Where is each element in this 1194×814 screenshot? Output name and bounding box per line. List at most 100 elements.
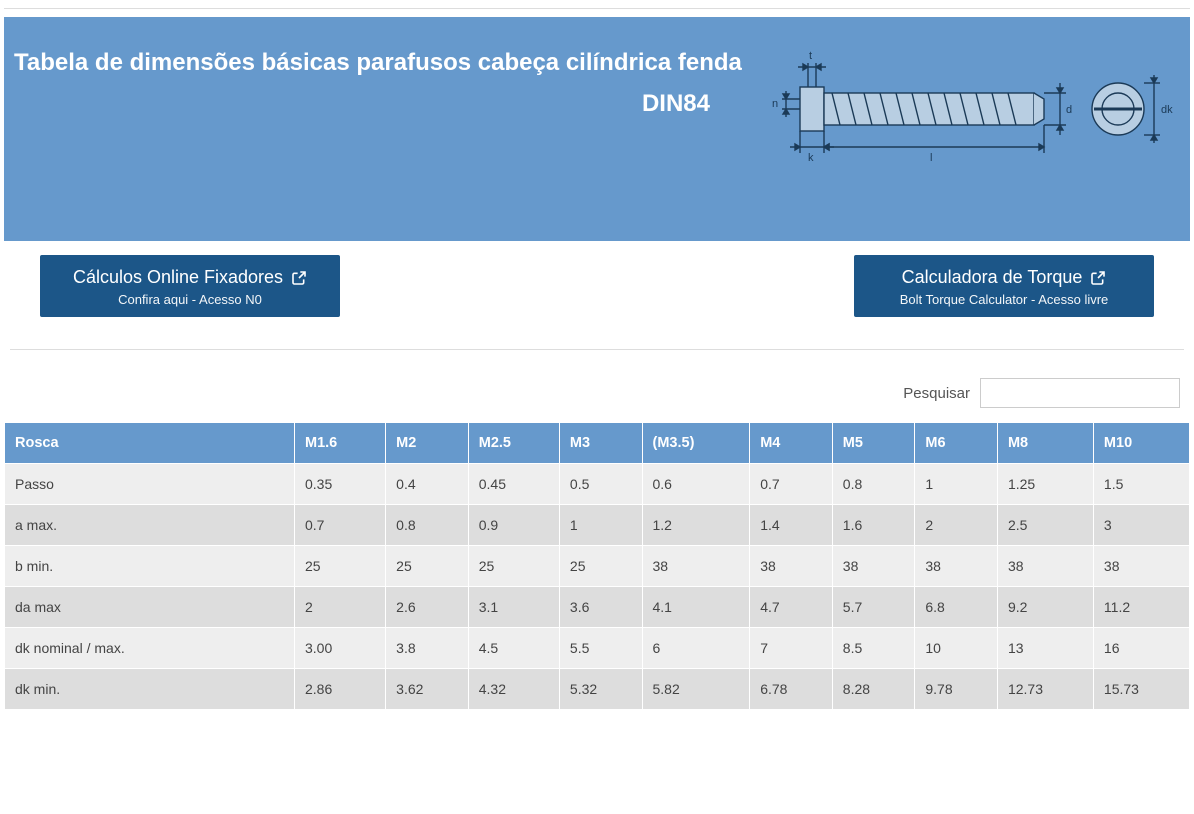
table-header[interactable]: M5 (832, 423, 915, 464)
table-cell: 38 (915, 546, 998, 587)
table-cell: 11.2 (1093, 587, 1189, 628)
table-cell: 0.7 (295, 505, 386, 546)
table-cell: 1.2 (642, 505, 750, 546)
table-cell: 3 (1093, 505, 1189, 546)
table-cell: 3.8 (386, 628, 469, 669)
table-cell: 1.6 (832, 505, 915, 546)
table-cell: Passo (5, 464, 295, 505)
hero-banner: Tabela de dimensões básicas parafusos ca… (4, 17, 1190, 241)
calculadora-torque-title: Calculadora de Torque (902, 267, 1083, 288)
table-header[interactable]: M6 (915, 423, 998, 464)
external-link-icon (1090, 270, 1106, 286)
table-cell: 0.35 (295, 464, 386, 505)
table-cell: 9.2 (997, 587, 1093, 628)
table-cell: 0.8 (386, 505, 469, 546)
table-row: dk min.2.863.624.325.325.826.788.289.781… (5, 669, 1190, 710)
table-cell: a max. (5, 505, 295, 546)
search-input[interactable] (980, 378, 1180, 408)
table-row: da max22.63.13.64.14.75.76.89.211.2 (5, 587, 1190, 628)
table-cell: 0.45 (468, 464, 559, 505)
table-cell: 3.00 (295, 628, 386, 669)
calculos-online-title: Cálculos Online Fixadores (73, 267, 283, 288)
table-cell: da max (5, 587, 295, 628)
table-cell: 25 (386, 546, 469, 587)
table-cell: 38 (750, 546, 833, 587)
search-row: Pesquisar (4, 378, 1190, 422)
table-cell: 1 (559, 505, 642, 546)
table-cell: 4.7 (750, 587, 833, 628)
table-cell: 10 (915, 628, 998, 669)
table-cell: 38 (832, 546, 915, 587)
table-cell: 1.25 (997, 464, 1093, 505)
table-cell: 6 (642, 628, 750, 669)
search-label: Pesquisar (903, 385, 970, 402)
table-cell: 3.1 (468, 587, 559, 628)
table-row: b min.25252525383838383838 (5, 546, 1190, 587)
diagram-label-n: n (772, 98, 778, 110)
hero-title: Tabela de dimensões básicas parafusos ca… (14, 47, 750, 78)
table-cell: 5.32 (559, 669, 642, 710)
table-header[interactable]: (M3.5) (642, 423, 750, 464)
table-cell: 0.8 (832, 464, 915, 505)
screw-diagram: t n k l (750, 41, 1180, 171)
table-cell: 38 (1093, 546, 1189, 587)
calculos-online-button[interactable]: Cálculos Online Fixadores Confira aqui -… (40, 255, 340, 317)
table-header[interactable]: Rosca (5, 423, 295, 464)
table-cell: 1.4 (750, 505, 833, 546)
table-header[interactable]: M2.5 (468, 423, 559, 464)
table-cell: 2.6 (386, 587, 469, 628)
table-cell: 25 (559, 546, 642, 587)
table-cell: 1 (915, 464, 998, 505)
table-cell: 2.5 (997, 505, 1093, 546)
table-header[interactable]: M4 (750, 423, 833, 464)
table-cell: 5.7 (832, 587, 915, 628)
table-cell: 3.62 (386, 669, 469, 710)
table-cell: 4.5 (468, 628, 559, 669)
table-cell: 2.86 (295, 669, 386, 710)
hero-text-block: Tabela de dimensões básicas parafusos ca… (14, 41, 750, 118)
diagram-label-k: k (808, 152, 814, 164)
table-header[interactable]: M3 (559, 423, 642, 464)
top-divider (4, 8, 1190, 9)
cta-row: Cálculos Online Fixadores Confira aqui -… (4, 241, 1190, 331)
table-cell: 25 (295, 546, 386, 587)
calculadora-torque-button[interactable]: Calculadora de Torque Bolt Torque Calcul… (854, 255, 1154, 317)
table-header[interactable]: M8 (997, 423, 1093, 464)
table-row: dk nominal / max.3.003.84.55.5678.510131… (5, 628, 1190, 669)
calculos-online-subtitle: Confira aqui - Acesso N0 (66, 292, 314, 307)
calculadora-torque-subtitle: Bolt Torque Calculator - Acesso livre (880, 292, 1128, 307)
table-cell: 0.5 (559, 464, 642, 505)
table-cell: 7 (750, 628, 833, 669)
diagram-label-t: t (809, 50, 812, 62)
table-cell: 2 (915, 505, 998, 546)
table-row: Passo0.350.40.450.50.60.70.811.251.5 (5, 464, 1190, 505)
table-cell: 6.8 (915, 587, 998, 628)
table-cell: 2 (295, 587, 386, 628)
table-header[interactable]: M2 (386, 423, 469, 464)
table-header[interactable]: M10 (1093, 423, 1189, 464)
table-cell: 5.5 (559, 628, 642, 669)
table-header[interactable]: M1.6 (295, 423, 386, 464)
external-link-icon (291, 270, 307, 286)
table-cell: 15.73 (1093, 669, 1189, 710)
table-cell: 4.32 (468, 669, 559, 710)
table-cell: 16 (1093, 628, 1189, 669)
table-cell: dk nominal / max. (5, 628, 295, 669)
table-cell: 38 (997, 546, 1093, 587)
table-cell: 4.1 (642, 587, 750, 628)
table-cell: b min. (5, 546, 295, 587)
table-cell: 0.7 (750, 464, 833, 505)
diagram-label-d: d (1066, 104, 1072, 116)
table-cell: 8.5 (832, 628, 915, 669)
section-divider (10, 349, 1184, 350)
table-cell: 0.9 (468, 505, 559, 546)
table-cell: 0.4 (386, 464, 469, 505)
table-cell: 8.28 (832, 669, 915, 710)
hero-subtitle: DIN84 (14, 90, 750, 118)
table-cell: 0.6 (642, 464, 750, 505)
table-cell: 38 (642, 546, 750, 587)
table-cell: dk min. (5, 669, 295, 710)
table-cell: 13 (997, 628, 1093, 669)
table-cell: 6.78 (750, 669, 833, 710)
table-cell: 9.78 (915, 669, 998, 710)
